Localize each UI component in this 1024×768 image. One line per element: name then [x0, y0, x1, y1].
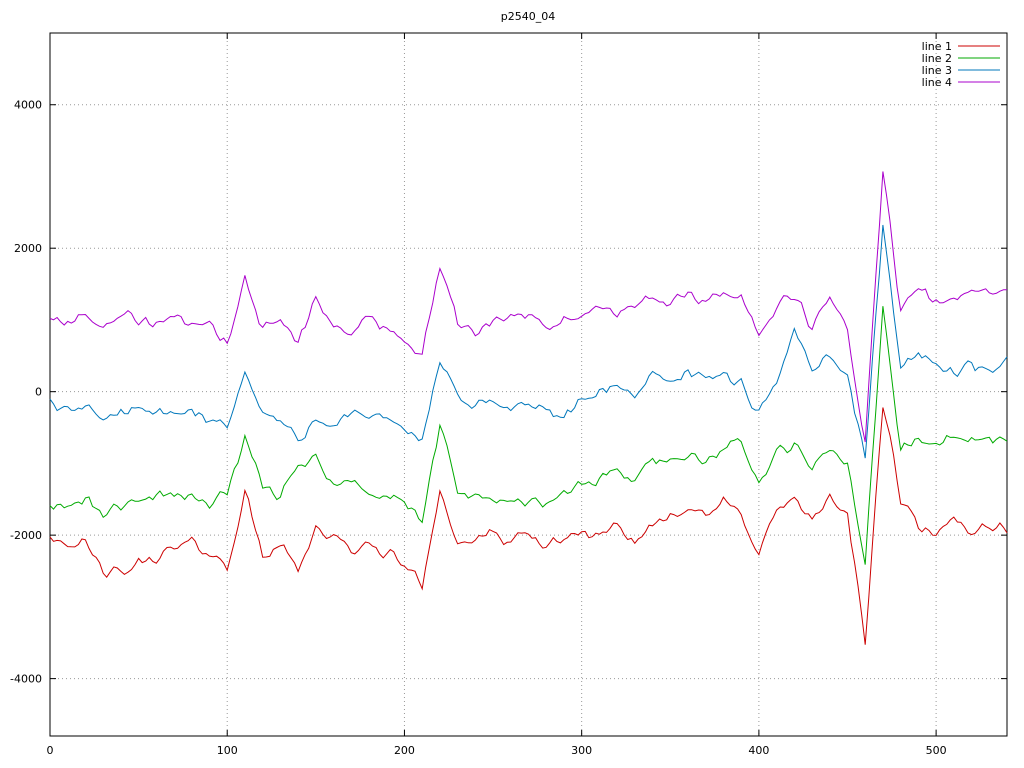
x-tick-label: 400	[748, 744, 769, 757]
legend-label-line-2: line 2	[922, 52, 952, 65]
y-tick-label: 4000	[14, 99, 42, 112]
legend-label-line-3: line 3	[922, 64, 952, 77]
series-line-3	[49, 224, 1008, 459]
x-tick-label: 500	[926, 744, 947, 757]
chart-title: p2540_04	[501, 10, 555, 23]
legend-label-line-4: line 4	[922, 76, 952, 89]
y-tick-label: -2000	[10, 529, 42, 542]
series-line-2	[49, 306, 1008, 565]
x-tick-label: 0	[47, 744, 54, 757]
x-tick-label: 200	[394, 744, 415, 757]
x-tick-label: 300	[571, 744, 592, 757]
series-line-1	[49, 407, 1008, 645]
legend-label-line-1: line 1	[922, 40, 952, 53]
y-tick-label: 0	[35, 386, 42, 399]
x-tick-label: 100	[217, 744, 238, 757]
plot-border	[49, 32, 1008, 737]
y-tick-label: -4000	[10, 673, 42, 686]
series-line-4	[49, 171, 1007, 443]
y-tick-label: 2000	[14, 242, 42, 255]
